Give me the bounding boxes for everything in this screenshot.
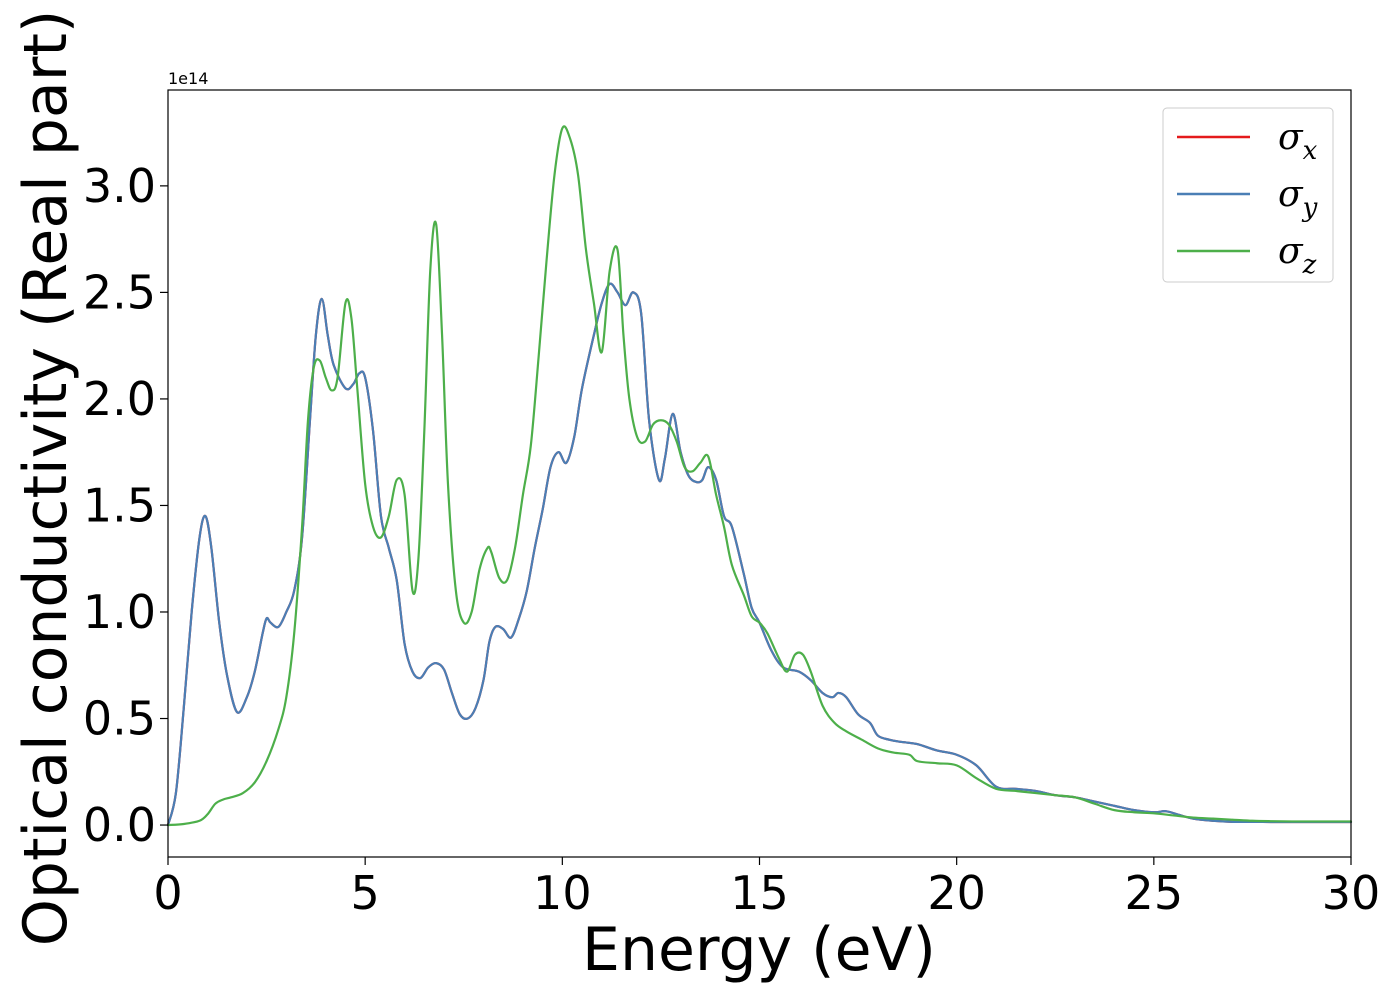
series-line-sigma-y [166, 282, 1353, 827]
x-tick-label: 20 [927, 866, 986, 920]
y-tick-label: 2.0 [83, 372, 156, 426]
x-tick-label: 30 [1322, 866, 1381, 920]
y-axis-title: Optical conductivity (Real part) [11, 10, 81, 947]
x-tick-label: 10 [533, 866, 592, 920]
series-layer [166, 125, 1353, 827]
x-axis-ticks: 0 5 10 15 20 25 30 [153, 857, 1380, 920]
series-line-sigma-z [166, 125, 1353, 827]
x-tick-label: 15 [730, 866, 789, 920]
y-tick-label: 1.0 [83, 585, 156, 639]
x-tick-label: 25 [1125, 866, 1184, 920]
legend-label-sigma-z: σz [1278, 231, 1317, 280]
y-tick-label: 1.5 [83, 478, 156, 532]
y-tick-label: 0.0 [83, 798, 156, 852]
legend-label-sigma-x: σx [1278, 117, 1318, 166]
y-tick-label: 0.5 [83, 692, 156, 746]
y-axis-ticks: 0.0 0.5 1.0 1.5 2.0 2.5 3.0 [83, 159, 168, 852]
x-axis-title: Energy (eV) [582, 915, 936, 985]
y-offset-label: 1e14 [168, 69, 208, 88]
legend-label-sigma-y: σy [1278, 174, 1318, 223]
x-tick-label: 0 [153, 866, 182, 920]
y-tick-label: 3.0 [83, 159, 156, 213]
legend: σx σy σz [1162, 107, 1334, 283]
x-tick-label: 5 [351, 866, 380, 920]
y-tick-label: 2.5 [83, 265, 156, 319]
